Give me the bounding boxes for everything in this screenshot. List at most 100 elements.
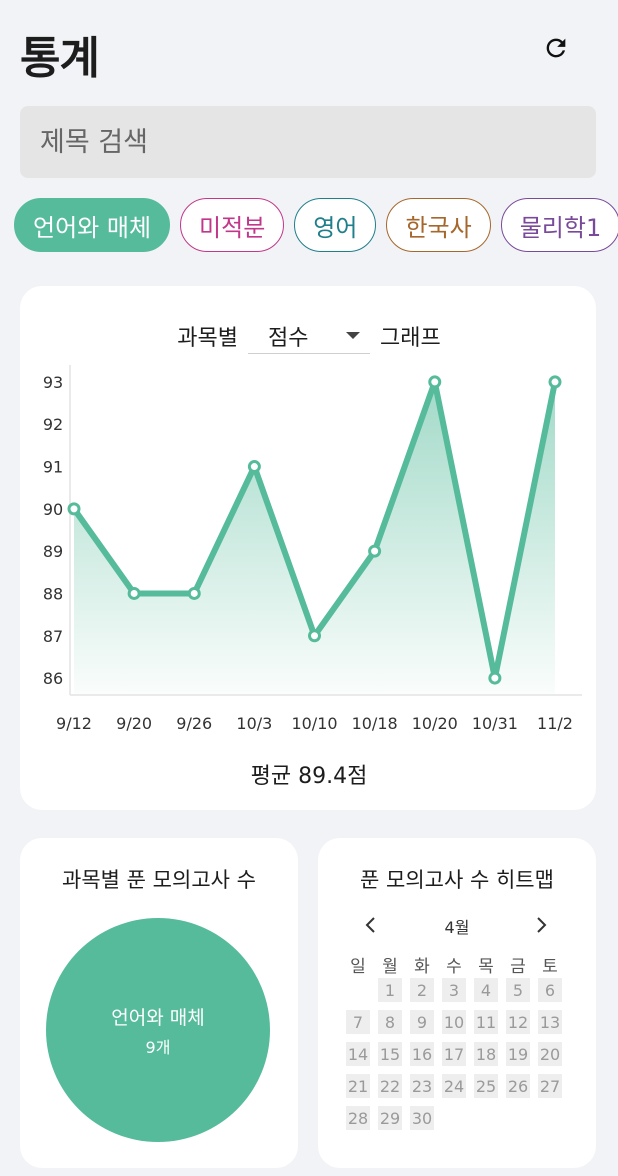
- empty-day-cell: [346, 978, 370, 1002]
- refresh-icon: [546, 38, 566, 58]
- graph-suffix: 그래프: [380, 326, 441, 351]
- heatmap-day-cell[interactable]: 8: [378, 1010, 402, 1034]
- heatmap-day-cell[interactable]: 13: [538, 1010, 562, 1034]
- heatmap-day-cell[interactable]: 21: [346, 1074, 370, 1098]
- heatmap-day-cell[interactable]: 29: [378, 1106, 402, 1130]
- subject-chip[interactable]: 한국사: [386, 198, 491, 252]
- weekday-label: 일: [350, 957, 366, 977]
- x-tick-label: 10/31: [472, 714, 518, 733]
- x-tick-label: 10/18: [352, 714, 398, 733]
- page-title: 통계: [20, 33, 100, 84]
- heatmap-day-cell[interactable]: 1: [378, 978, 402, 1002]
- heatmap-day-cell[interactable]: 5: [506, 978, 530, 1002]
- heatmap-day-cell[interactable]: 3: [442, 978, 466, 1002]
- refresh-button[interactable]: [538, 30, 574, 66]
- x-tick-label: 9/26: [176, 714, 212, 733]
- subject-chip[interactable]: 언어와 매체: [14, 198, 171, 252]
- heatmap-day-cell[interactable]: 25: [474, 1074, 498, 1098]
- x-tick-label: 11/2: [537, 714, 573, 733]
- x-tick-label: 10/10: [291, 714, 337, 733]
- x-tick-label: 10/20: [412, 714, 458, 733]
- x-tick-label: 10/3: [236, 714, 272, 733]
- heatmap-day-cell[interactable]: 20: [538, 1042, 562, 1066]
- y-tick-label: 93: [43, 373, 63, 392]
- heatmap-day-cell[interactable]: 19: [506, 1042, 530, 1066]
- score-graph-card: [20, 286, 596, 810]
- metric-select-value: 점수: [268, 325, 309, 351]
- heatmap-day-cell[interactable]: 22: [378, 1074, 402, 1098]
- chevron-right-icon: [537, 917, 547, 933]
- heatmap-day-cell[interactable]: 6: [538, 978, 562, 1002]
- subject-count-title: 과목별 푼 모의고사 수: [62, 868, 256, 892]
- chart-area-fill: [74, 381, 555, 695]
- prev-month-button[interactable]: [356, 910, 386, 940]
- pie-slice-label: 언어와 매체: [111, 1006, 205, 1029]
- y-tick-label: 88: [43, 584, 63, 603]
- y-tick-label: 90: [43, 500, 63, 519]
- data-point[interactable]: [428, 375, 442, 389]
- heatmap-day-cell[interactable]: 28: [346, 1106, 370, 1130]
- search-input[interactable]: [20, 106, 596, 178]
- month-label: 4월: [444, 918, 470, 937]
- average-value: 89.4점: [298, 764, 368, 789]
- heatmap-day-cell[interactable]: 15: [378, 1042, 402, 1066]
- weekday-label: 수: [446, 957, 462, 977]
- y-tick-label: 87: [43, 627, 63, 646]
- month-navigator: 4월: [318, 910, 596, 940]
- x-tick-label: 9/20: [116, 714, 152, 733]
- heatmap-day-cell[interactable]: 18: [474, 1042, 498, 1066]
- data-point[interactable]: [187, 586, 201, 600]
- subject-chip[interactable]: 영어: [294, 198, 377, 252]
- next-month-button[interactable]: [526, 910, 556, 940]
- y-tick-label: 89: [43, 542, 63, 561]
- heatmap-day-cell[interactable]: 10: [442, 1010, 466, 1034]
- data-point[interactable]: [127, 586, 141, 600]
- heatmap-day-cell[interactable]: 14: [346, 1042, 370, 1066]
- heatmap-day-cell[interactable]: 27: [538, 1074, 562, 1098]
- heatmap-day-cell[interactable]: 7: [346, 1010, 370, 1034]
- heatmap-day-cell[interactable]: 9: [410, 1010, 434, 1034]
- heatmap-day-cell[interactable]: 16: [410, 1042, 434, 1066]
- x-tick-label: 9/12: [56, 714, 92, 733]
- pie-slice: 언어와 매체 9개: [46, 918, 270, 1142]
- heatmap-day-cell[interactable]: 4: [474, 978, 498, 1002]
- graph-prefix: 과목별: [177, 326, 238, 351]
- weekday-label: 목: [478, 957, 494, 977]
- heatmap-day-cell[interactable]: 23: [410, 1074, 434, 1098]
- subject-chip[interactable]: 물리학1: [500, 198, 618, 252]
- metric-select[interactable]: 점수: [248, 318, 370, 354]
- data-point[interactable]: [67, 502, 81, 516]
- subject-chip[interactable]: 미적분: [180, 198, 285, 252]
- data-point[interactable]: [488, 671, 502, 685]
- score-line-chart: 86 87 88 89 90 91 92 93 9/12 9/20 9/26 10/3 10/10 10/…: [43, 365, 582, 733]
- heatmap-day-cell[interactable]: 11: [474, 1010, 498, 1034]
- y-tick-label: 91: [43, 458, 63, 477]
- weekday-label: 화: [414, 957, 430, 977]
- data-point[interactable]: [247, 460, 261, 474]
- subject-chips: 언어와 매체 미적분 영어 한국사 물리학1: [14, 198, 618, 252]
- y-tick-label: 86: [43, 669, 63, 688]
- data-point[interactable]: [368, 544, 382, 558]
- heatmap-day-cell[interactable]: 2: [410, 978, 434, 1002]
- average-label: 평균: [250, 764, 292, 789]
- weekday-label: 토: [542, 957, 558, 977]
- data-point[interactable]: [548, 375, 562, 389]
- heatmap-day-cell[interactable]: 26: [506, 1074, 530, 1098]
- subject-count-card: 과목별 푼 모의고사 수 언어와 매체 9개: [20, 838, 298, 1168]
- heatmap-day-cell[interactable]: 12: [506, 1010, 530, 1034]
- heatmap-day-cell[interactable]: 24: [442, 1074, 466, 1098]
- heatmap-day-cell[interactable]: 30: [410, 1106, 434, 1130]
- dropdown-arrow-icon: [346, 332, 360, 339]
- data-point[interactable]: [308, 629, 321, 643]
- y-tick-label: 92: [43, 415, 63, 434]
- search-bar: [20, 106, 596, 178]
- weekday-label: 금: [510, 957, 526, 977]
- weekday-label: 월: [382, 957, 398, 977]
- chevron-left-icon: [365, 917, 375, 933]
- heatmap-day-cell[interactable]: 17: [442, 1042, 466, 1066]
- average-score: 평균 89.4점: [0, 758, 618, 790]
- heatmap-grid: 1 2 3 4 5 6 7 8 9 10 11 12 13 14 15 16 17 18 19 20 21 22 23 24 2…: [346, 978, 562, 1130]
- pie-slice-count: 9개: [145, 1037, 171, 1057]
